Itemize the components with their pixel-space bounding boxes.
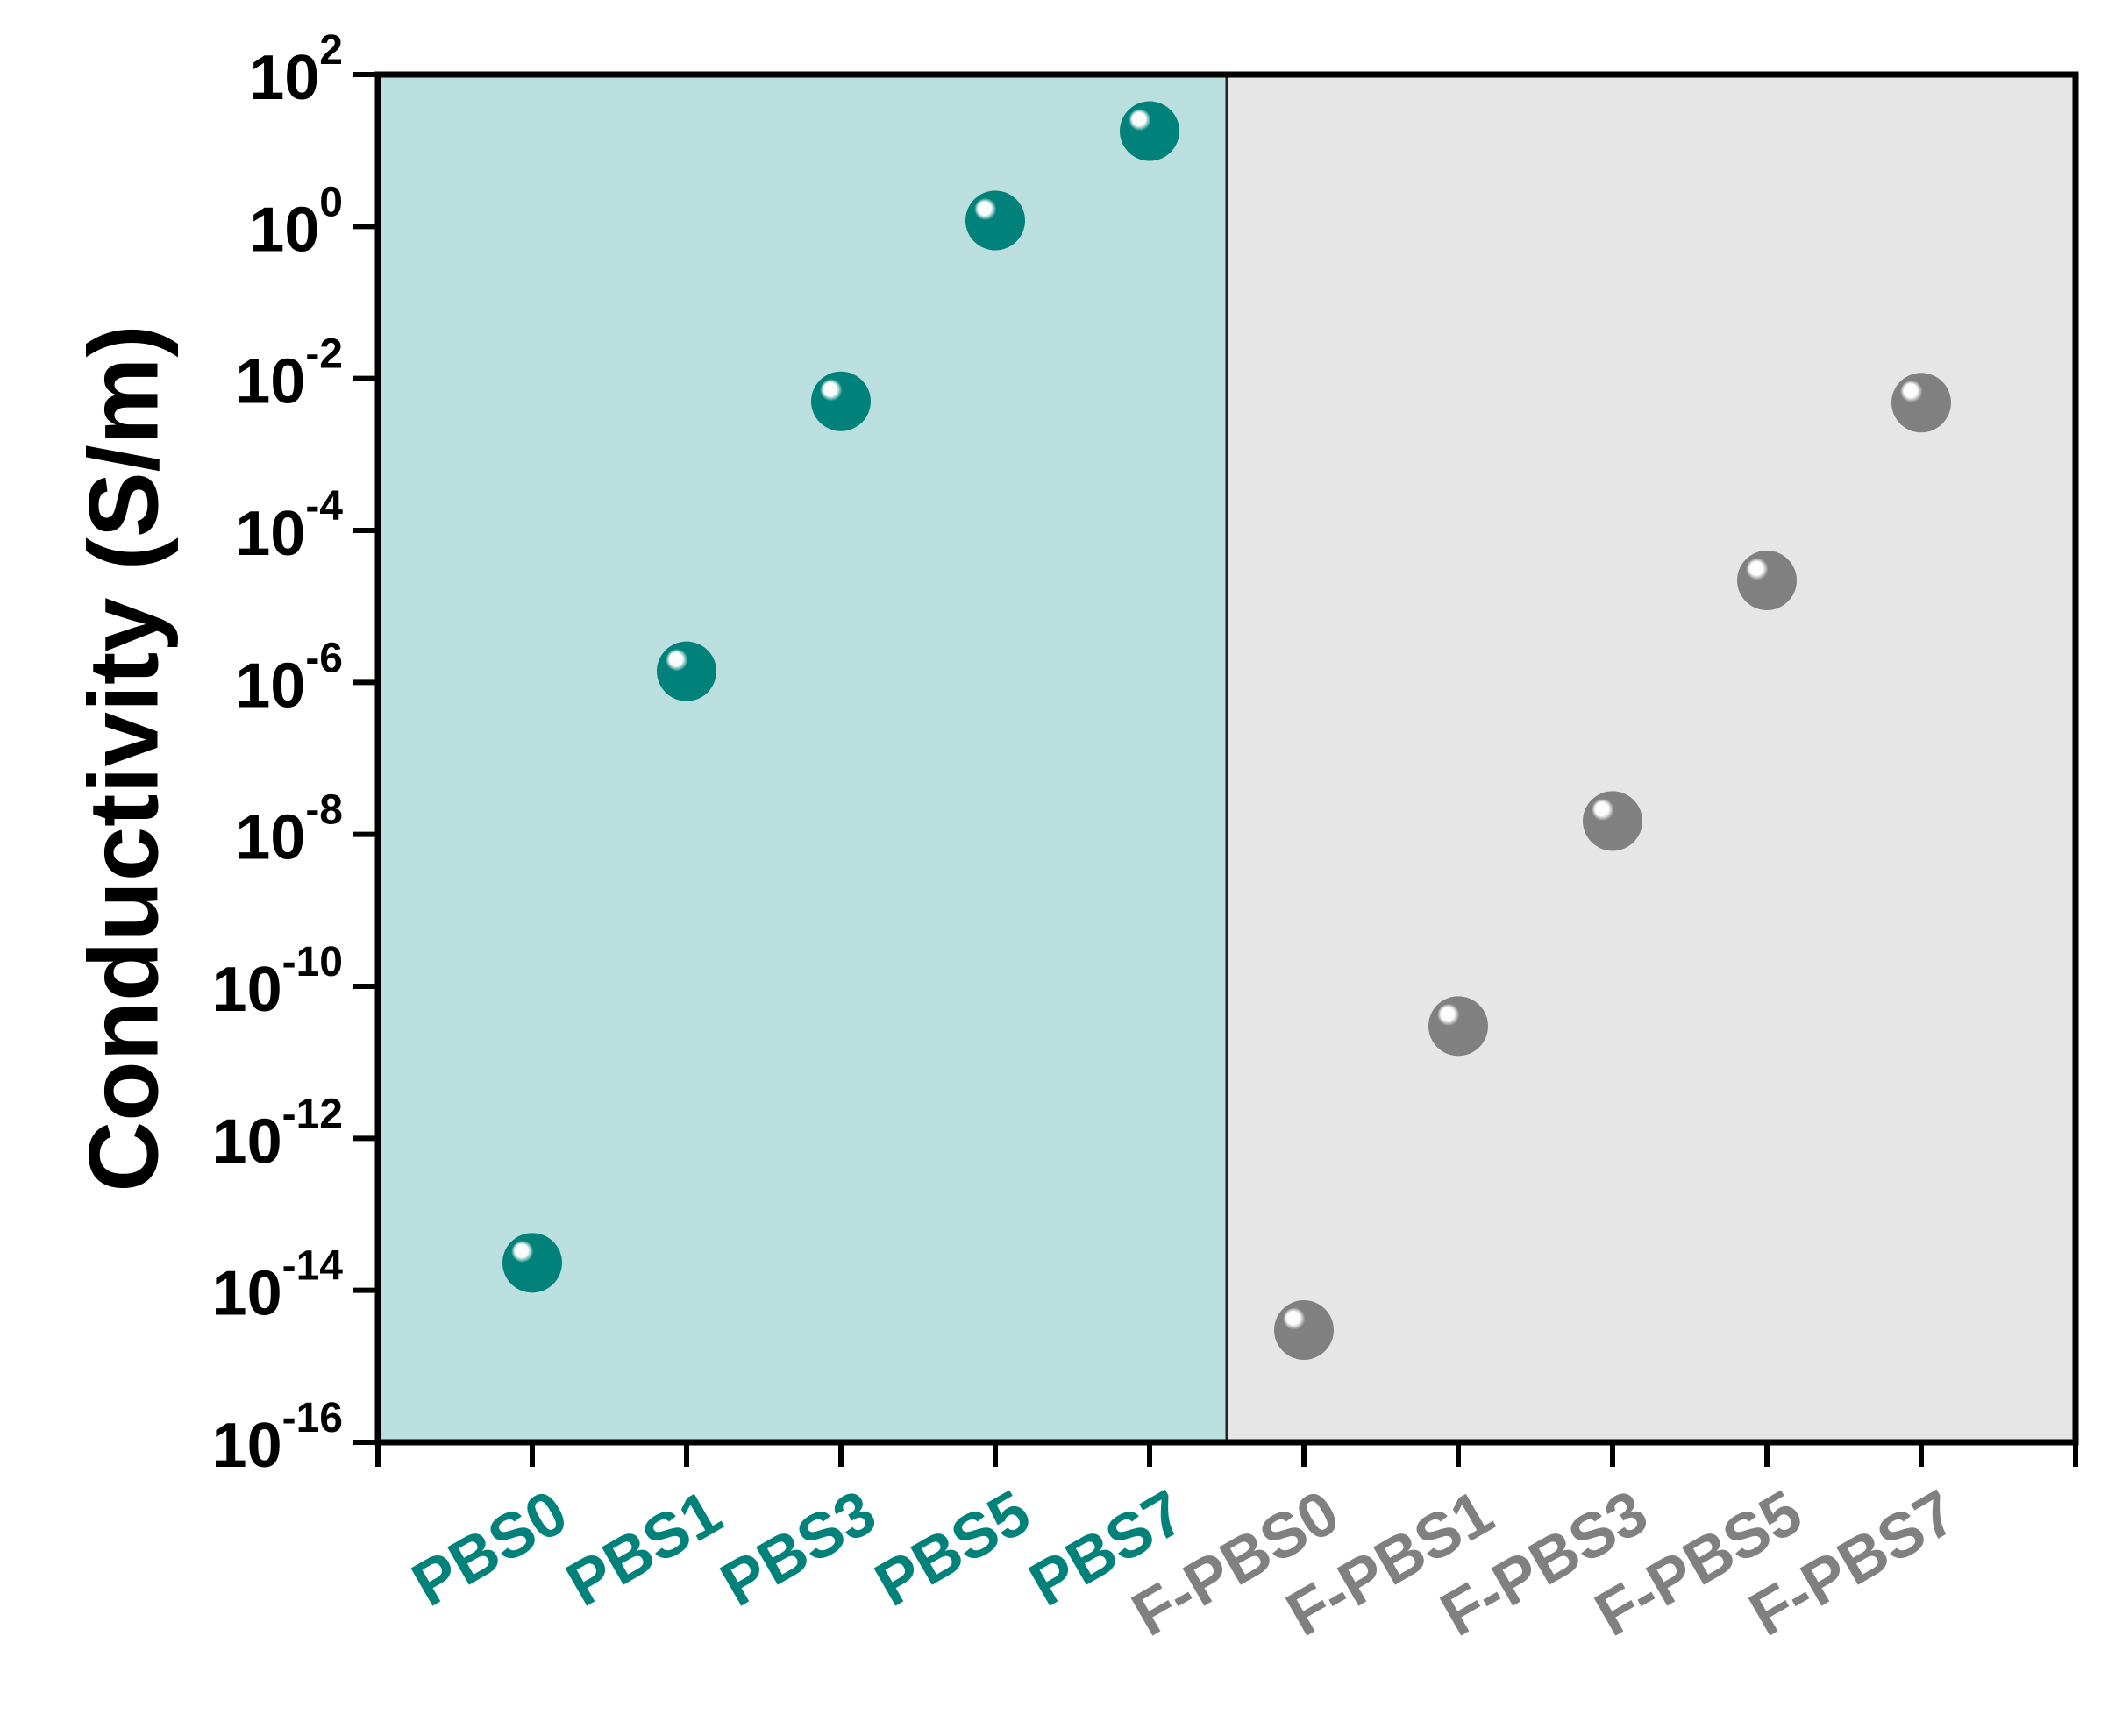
data-point <box>811 371 871 431</box>
y-tick-exponent: -8 <box>305 787 343 834</box>
y-tick-label: 100 <box>249 179 343 265</box>
y-tick-label: 10-6 <box>235 635 343 721</box>
group-band <box>1227 75 2076 1442</box>
group-band <box>378 75 1227 1442</box>
data-point <box>1274 1299 1334 1360</box>
y-tick-label: 10-2 <box>235 331 343 417</box>
y-tick-label: 10-14 <box>212 1243 344 1329</box>
y-tick-label: 10-12 <box>212 1091 343 1177</box>
data-point <box>1583 791 1642 851</box>
x-tick-label: PBS1 <box>555 1477 733 1620</box>
y-tick-exponent: -16 <box>282 1395 343 1441</box>
data-point <box>1428 996 1488 1057</box>
data-point <box>965 190 1025 251</box>
y-tick-exponent: 0 <box>319 179 343 225</box>
y-tick-base: 10 <box>235 803 305 873</box>
y-tick-label: 10-16 <box>212 1395 343 1481</box>
y-tick-base: 10 <box>212 1411 282 1481</box>
y-tick-base: 10 <box>235 499 305 569</box>
data-point <box>1120 101 1179 161</box>
x-tick-label: PBS5 <box>864 1477 1042 1620</box>
y-tick-exponent: 2 <box>319 27 343 74</box>
y-tick-base: 10 <box>212 1106 282 1177</box>
y-tick-label: 10-4 <box>235 483 343 569</box>
y-tick-base: 10 <box>249 43 319 113</box>
data-point <box>1891 373 1951 433</box>
y-tick-base: 10 <box>212 955 282 1025</box>
x-tick-label: PBS3 <box>709 1477 887 1620</box>
y-tick-base: 10 <box>212 1259 282 1329</box>
y-tick-base: 10 <box>235 651 305 721</box>
y-tick-label: 10-8 <box>235 787 343 873</box>
data-point <box>502 1233 562 1293</box>
y-tick-exponent: -10 <box>282 939 343 985</box>
data-point <box>657 641 716 701</box>
y-tick-base: 10 <box>249 195 319 265</box>
y-tick-exponent: -12 <box>282 1091 343 1137</box>
y-tick-exponent: -2 <box>305 331 343 378</box>
y-tick-label: 102 <box>249 27 343 113</box>
y-tick-exponent: -14 <box>282 1243 344 1290</box>
plot-frame <box>374 71 2079 1446</box>
y-tick-label: 10-10 <box>212 939 343 1025</box>
y-tick-base: 10 <box>235 347 305 417</box>
y-tick-exponent: -6 <box>305 635 343 681</box>
x-tick-label: PBS0 <box>401 1477 579 1620</box>
data-point <box>1737 550 1797 610</box>
y-tick-exponent: -4 <box>305 483 343 530</box>
y-axis-label: Conductivity (S/m) <box>69 324 179 1192</box>
